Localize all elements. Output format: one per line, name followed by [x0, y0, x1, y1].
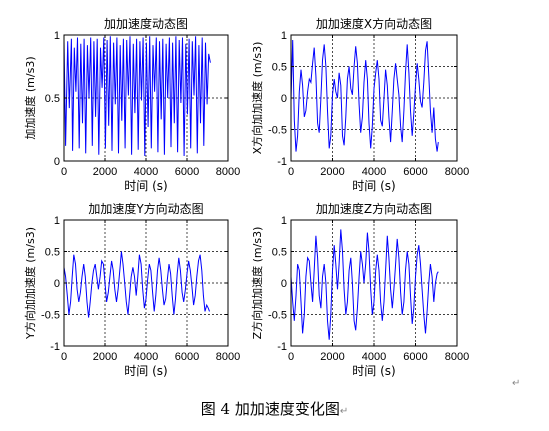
x-axis-label: 时间 (s) — [124, 179, 167, 193]
x-axis-label: 时间 (s) — [352, 179, 395, 193]
x-tick-label: 8000 — [445, 351, 469, 363]
y-tick-label: 0.5 — [272, 247, 287, 259]
x-tick-label: 2000 — [320, 166, 344, 178]
x-tick-label: 6000 — [403, 351, 427, 363]
x-tick-label: 4000 — [134, 166, 158, 178]
paragraph-mark: ↵ — [339, 406, 349, 417]
x-tick-label: 0 — [61, 351, 67, 363]
y-tick-label: 1 — [281, 215, 287, 227]
x-tick-label: 8000 — [445, 166, 469, 178]
x-tick-label: 4000 — [134, 351, 158, 363]
y-tick-label: -0.5 — [268, 310, 287, 322]
x-tick-label: 4000 — [362, 351, 386, 363]
subplot-2: 0 2000 4000 6000 8000 -1 -0.5 0 0.5 1 加加速度X方向动态图时间… — [250, 16, 469, 193]
y-tick-label: -0.5 — [268, 125, 287, 137]
subplot-3: 0 2000 4000 6000 8000 -1 -0.5 0 0.5 1 加加速度Y方向动态图时间… — [23, 201, 240, 378]
x-tick-label: 2000 — [93, 351, 117, 363]
series-line-1 — [63, 251, 210, 318]
subplot-4: 0 2000 4000 6000 8000 -1 -0.5 0 0.5 1 加加速度Z方向动态图时间… — [250, 201, 469, 378]
x-tick-label: 4000 — [362, 166, 386, 178]
series-line-1 — [290, 229, 439, 340]
x-tick-label: 0 — [288, 166, 294, 178]
y-tick-label: 1 — [54, 30, 60, 42]
x-axis-label: 时间 (s) — [124, 364, 167, 378]
x-tick-label: 0 — [288, 351, 294, 363]
y-tick-label: 0 — [281, 93, 287, 105]
x-tick-label: 8000 — [216, 351, 240, 363]
x-tick-label: 6000 — [403, 166, 427, 178]
figure-caption: 图 4 加加速度变化图↵ — [0, 398, 549, 419]
y-tick-label: -1 — [277, 156, 287, 168]
paragraph-mark-top: ↵ — [512, 378, 521, 389]
y-axis-label: Y方向加加速度 (m/s3) — [23, 227, 37, 340]
x-tick-label: 2000 — [93, 166, 117, 178]
chart-title: 加加速度Z方向动态图 — [316, 201, 432, 216]
y-tick-label: 0.5 — [45, 93, 60, 105]
y-tick-label: 0 — [54, 278, 60, 290]
series-line-1 — [63, 36, 211, 157]
chart-title: 加加速度动态图 — [104, 16, 188, 31]
chart-title: 加加速度X方向动态图 — [316, 16, 432, 31]
x-tick-label: 8000 — [216, 166, 240, 178]
x-axis-label: 时间 (s) — [352, 364, 395, 378]
y-axis-label: Z方向加加速度 (m/s3) — [250, 227, 264, 340]
chart-title: 加加速度Y方向动态图 — [88, 201, 203, 216]
y-tick-label: -1 — [50, 341, 60, 353]
figure-caption-text: 图 4 加加速度变化图 — [200, 400, 340, 418]
x-tick-label: 0 — [61, 166, 67, 178]
x-tick-label: 6000 — [175, 351, 199, 363]
y-tick-label: 1 — [54, 215, 60, 227]
y-tick-label: 1 — [281, 30, 287, 42]
y-tick-label: 0 — [281, 278, 287, 290]
y-tick-label: 0.5 — [45, 247, 60, 259]
y-axis-label: X方向加加速度 (m/s3) — [250, 42, 264, 155]
y-tick-label: -1 — [277, 341, 287, 353]
x-tick-label: 6000 — [175, 166, 199, 178]
series-line-1 — [290, 39, 439, 152]
x-tick-label: 2000 — [320, 351, 344, 363]
y-tick-label: -0.5 — [41, 310, 60, 322]
y-tick-label: 0 — [54, 156, 60, 168]
y-axis-label: 加加速度 (m/s3) — [23, 56, 37, 139]
y-tick-label: 0.5 — [272, 62, 287, 74]
